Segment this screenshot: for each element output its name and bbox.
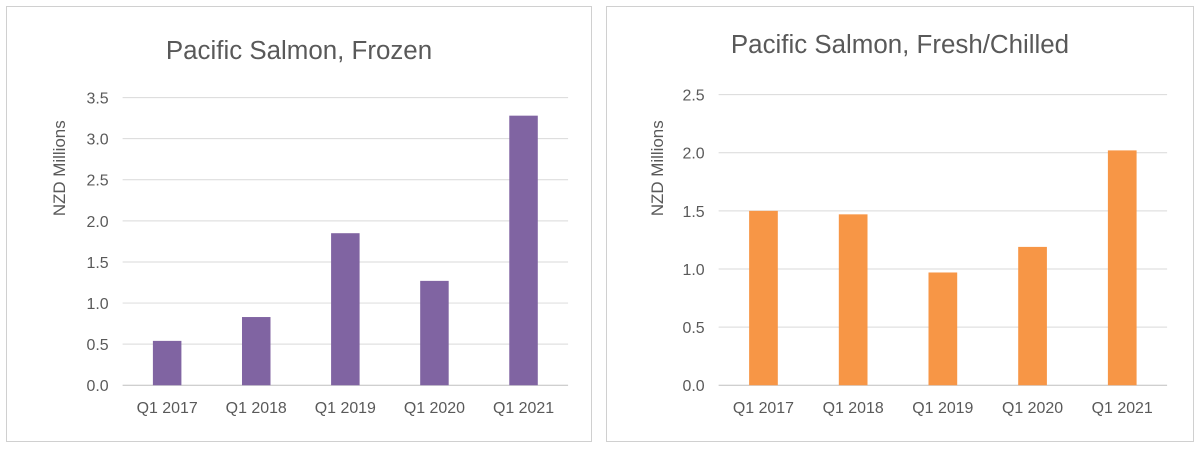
y-tick-label: 2.0: [86, 214, 108, 231]
y-tick-label: 2.5: [683, 88, 705, 105]
bar: [928, 272, 958, 386]
y-tick-label: 2.5: [86, 173, 108, 190]
y-tick-label: 0.0: [683, 378, 705, 395]
chart-frozen: Pacific Salmon, Frozen NZD Millions 0.0 0…: [50, 37, 569, 417]
x-tick-label: Q1 2019: [315, 400, 376, 417]
x-tick-label: Q1 2017: [137, 400, 198, 417]
y-tick-label: 3.0: [86, 132, 108, 149]
chart-fresh-chilled: Pacific Salmon, Fresh/Chilled NZD Millio…: [648, 31, 1168, 417]
bar: [1018, 246, 1047, 386]
bar: [241, 317, 271, 386]
bar: [1107, 150, 1137, 386]
y-tick-label: 0.5: [86, 337, 108, 354]
x-tick-label: Q1 2021: [1092, 400, 1153, 417]
y-tick-label: 1.5: [683, 204, 705, 221]
x-tick-label: Q1 2018: [226, 400, 287, 417]
y-tick-label: 3.5: [86, 91, 108, 108]
x-tick-label: Q1 2017: [733, 400, 794, 417]
y-tick-label: 1.0: [683, 262, 705, 279]
chart-panel-fresh-chilled: Pacific Salmon, Fresh/Chilled NZD Millio…: [606, 6, 1194, 442]
bar: [152, 340, 182, 386]
x-tick-label: Q1 2018: [823, 400, 884, 417]
y-tick-label: 0.0: [86, 378, 108, 395]
y-axis-title: NZD Millions: [50, 120, 69, 216]
x-tick-label: Q1 2020: [1002, 400, 1063, 417]
y-tick-label: 1.5: [86, 255, 108, 272]
y-tick-label: 1.0: [86, 296, 108, 313]
chart-title: Pacific Salmon, Fresh/Chilled: [731, 31, 1069, 59]
y-tick-label: 2.0: [683, 146, 705, 163]
x-tick-label: Q1 2020: [404, 400, 465, 417]
x-tick-label: Q1 2019: [912, 400, 973, 417]
bar: [838, 214, 868, 386]
y-axis-title: NZD Millions: [648, 120, 667, 216]
y-tick-label: 0.5: [683, 320, 705, 337]
bar: [749, 210, 778, 386]
bar: [509, 115, 538, 386]
bar: [420, 280, 449, 386]
bar: [331, 233, 360, 386]
chart-panel-frozen: Pacific Salmon, Frozen NZD Millions 0.0 0…: [6, 6, 592, 442]
x-tick-label: Q1 2021: [493, 400, 554, 417]
chart-title: Pacific Salmon, Frozen: [166, 37, 432, 65]
